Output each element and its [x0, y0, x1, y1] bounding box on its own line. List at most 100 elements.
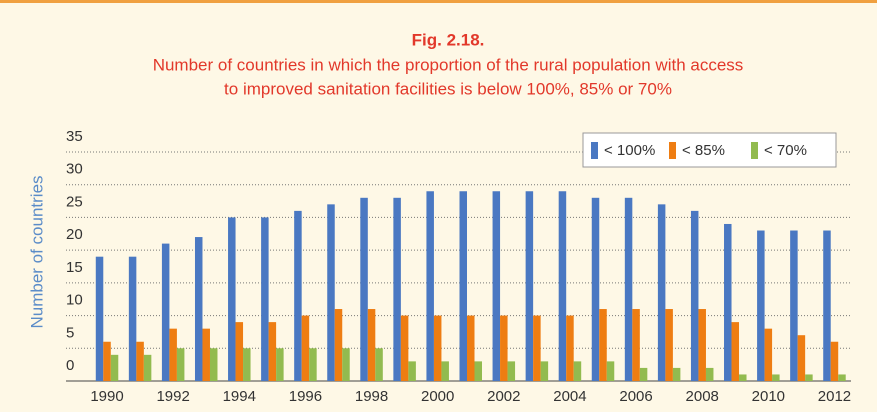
- bar: [525, 191, 534, 381]
- bar: [301, 315, 310, 381]
- y-tick-label: 5: [66, 324, 74, 341]
- bar: [95, 256, 104, 381]
- y-tick-label: 30: [66, 161, 83, 178]
- bar: [533, 315, 541, 381]
- x-tick-label: 1996: [289, 388, 322, 405]
- bar: [790, 230, 798, 381]
- legend-swatch: [669, 142, 676, 159]
- bar: [632, 309, 640, 381]
- bar: [823, 230, 831, 381]
- x-tick-label: 2000: [421, 388, 454, 405]
- bar: [500, 315, 508, 381]
- y-tick-label: 25: [66, 193, 83, 210]
- bar: [705, 367, 714, 381]
- bar: [739, 374, 747, 381]
- bar: [393, 197, 401, 381]
- bar: [724, 223, 732, 381]
- bar: [360, 197, 368, 381]
- x-tick-label: 2012: [818, 388, 851, 405]
- bar: [764, 328, 773, 381]
- bar: [507, 361, 516, 381]
- x-tick-label: 2008: [686, 388, 719, 405]
- bar: [830, 341, 839, 381]
- bar: [176, 348, 185, 381]
- x-tick-label: 2004: [553, 388, 586, 405]
- y-axis-label: Number of countries: [27, 175, 46, 328]
- bar: [467, 315, 475, 381]
- bar: [110, 354, 119, 381]
- bar: [194, 237, 203, 381]
- bar: [136, 341, 144, 381]
- bar: [342, 348, 350, 381]
- bar: [639, 367, 648, 381]
- bar: [566, 315, 574, 381]
- bar: [235, 322, 244, 381]
- bar: [169, 328, 177, 381]
- x-tick-label: 2006: [619, 388, 652, 405]
- bar: [400, 315, 409, 381]
- bar: [309, 348, 317, 381]
- chart-title: Fig. 2.18.: [412, 30, 485, 49]
- legend-swatch: [591, 142, 598, 159]
- bar: [591, 197, 600, 381]
- bar: [805, 374, 813, 381]
- bar: [327, 204, 335, 381]
- bar: [441, 361, 449, 381]
- bar: [492, 191, 501, 381]
- y-tick-label: 10: [66, 292, 83, 309]
- x-tick-label: 1994: [223, 388, 256, 405]
- bar: [657, 204, 666, 381]
- bar: [202, 328, 210, 381]
- bar: [665, 309, 673, 381]
- bar: [540, 361, 549, 381]
- legend-label: < 85%: [682, 142, 725, 159]
- bar: [268, 322, 277, 381]
- bar: [375, 348, 383, 381]
- legend-label: < 100%: [604, 142, 655, 159]
- chart-subtitle: to improved sanitation facilities is bel…: [224, 79, 672, 98]
- bar: [143, 354, 152, 381]
- bar: [261, 217, 269, 381]
- y-tick-label: 15: [66, 259, 83, 276]
- legend-box: [582, 132, 837, 168]
- y-tick-label: 20: [66, 226, 83, 243]
- bar: [426, 191, 434, 381]
- bar: [606, 361, 615, 381]
- x-tick-label: 1990: [90, 388, 123, 405]
- y-tick-label: 0: [66, 357, 74, 374]
- bar: [128, 256, 137, 381]
- x-tick-label: 2002: [487, 388, 520, 405]
- bar: [228, 217, 236, 381]
- bar: [690, 210, 699, 381]
- chart-subtitle: Number of countries in which the proport…: [153, 55, 744, 74]
- bar: [672, 367, 681, 381]
- bar: [459, 191, 467, 381]
- bar: [209, 348, 218, 381]
- top-rule: [0, 0, 877, 3]
- bar: [731, 322, 740, 381]
- bar: [573, 361, 582, 381]
- bar: [838, 374, 846, 381]
- bar: [772, 374, 780, 381]
- bar: [276, 348, 284, 381]
- bar: [103, 341, 111, 381]
- bar: [698, 309, 706, 381]
- bar: [161, 243, 170, 381]
- x-tick-label: 1992: [156, 388, 189, 405]
- bar: [367, 309, 376, 381]
- legend-label: < 70%: [764, 142, 807, 159]
- x-tick-label: 2010: [752, 388, 785, 405]
- bar: [433, 315, 442, 381]
- bar: [797, 335, 806, 381]
- x-tick-label: 1998: [355, 388, 388, 405]
- bar: [334, 309, 343, 381]
- bar: [294, 210, 302, 381]
- bar: [558, 191, 567, 381]
- bar: [599, 309, 607, 381]
- bar: [757, 230, 765, 381]
- bar: [474, 361, 482, 381]
- bar: [243, 348, 251, 381]
- bar: [624, 197, 633, 381]
- legend-swatch: [751, 142, 758, 159]
